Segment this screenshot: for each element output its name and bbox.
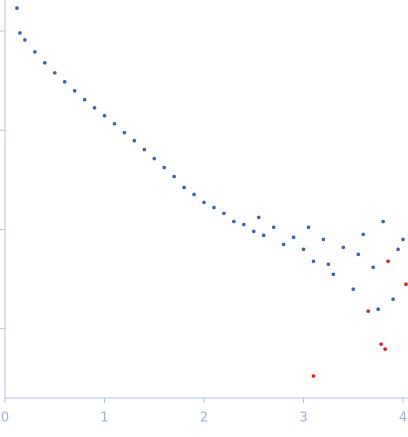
data-point <box>182 185 186 190</box>
data-point <box>391 297 395 301</box>
data-point <box>122 130 127 135</box>
data-point <box>261 233 266 238</box>
data-point <box>72 89 77 93</box>
data-point <box>242 222 246 227</box>
data-point <box>162 165 167 170</box>
data-point <box>33 50 37 54</box>
x-tick-label: 3 <box>299 411 307 426</box>
data-point <box>281 242 286 247</box>
data-point <box>52 71 57 75</box>
data-point <box>341 245 346 250</box>
data-point <box>271 225 276 230</box>
data-point <box>404 282 408 287</box>
data-point <box>92 106 97 110</box>
x-tick-label: 2 <box>200 411 208 426</box>
data-point <box>142 147 147 152</box>
data-point <box>386 259 390 264</box>
data-point <box>356 252 361 257</box>
data-point <box>112 121 117 126</box>
data-point <box>379 342 383 346</box>
data-point <box>366 309 370 313</box>
data-point <box>23 38 27 42</box>
data-point <box>43 61 47 65</box>
data-point <box>321 237 326 242</box>
data-point <box>331 272 336 277</box>
data-point <box>383 347 387 351</box>
x-tick-label: 0 <box>1 411 9 426</box>
data-point <box>172 174 176 179</box>
data-point <box>311 259 316 264</box>
data-point <box>212 205 216 210</box>
data-point <box>202 200 206 205</box>
data-point <box>306 225 311 230</box>
data-point <box>256 215 261 220</box>
data-point <box>15 6 19 10</box>
data-point <box>192 192 196 197</box>
data-point <box>301 247 306 252</box>
data-point <box>222 211 226 216</box>
x-tick-label: 1 <box>100 411 108 426</box>
data-point <box>232 219 236 224</box>
data-point <box>326 262 331 267</box>
data-point <box>401 237 405 242</box>
data-point <box>396 247 400 252</box>
data-point <box>371 265 375 270</box>
data-point <box>361 232 366 237</box>
data-point <box>251 229 256 234</box>
data-point <box>18 31 22 35</box>
data-point <box>102 113 107 118</box>
data-point <box>381 219 385 224</box>
data-point <box>132 138 137 143</box>
data-point <box>351 287 356 291</box>
x-tick-label: 4 <box>399 411 407 426</box>
data-point <box>62 80 67 84</box>
data-point <box>376 307 380 311</box>
data-point <box>291 235 296 240</box>
data-point <box>82 97 87 102</box>
data-point <box>152 156 157 161</box>
data-point <box>311 374 316 378</box>
